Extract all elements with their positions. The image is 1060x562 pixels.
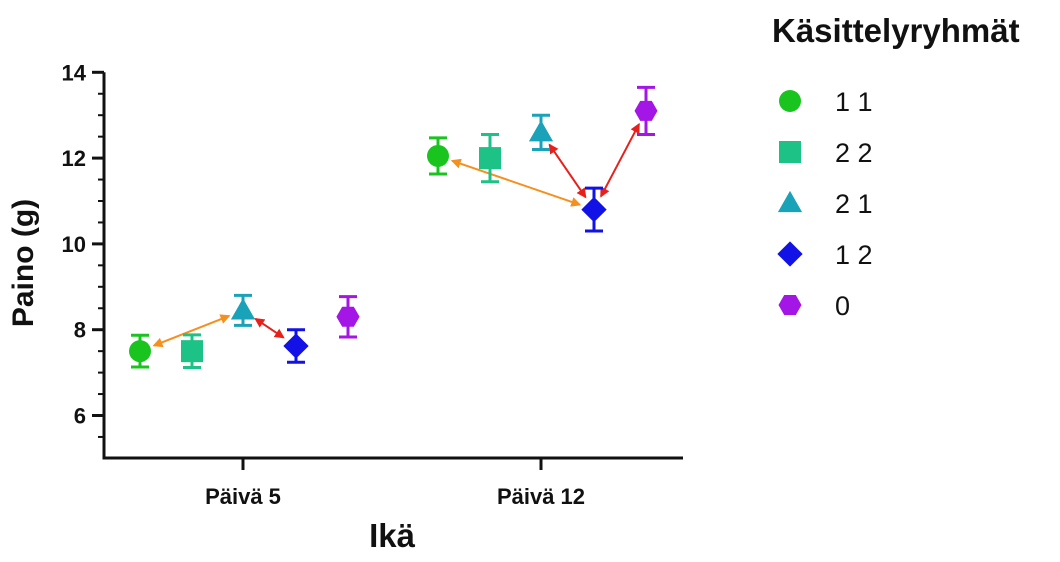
data-point-group — [479, 133, 501, 184]
hexagon-marker — [634, 100, 658, 121]
legend-label: 2 1 — [835, 189, 873, 219]
data-point-group — [336, 295, 360, 339]
data-point-group — [581, 186, 607, 233]
data-point-group — [528, 113, 554, 152]
comparison-arrow — [450, 158, 582, 207]
legend-item: 2 2 — [779, 138, 873, 168]
y-tick-label: 10 — [62, 232, 86, 257]
x-tick-label: Päivä 12 — [497, 484, 585, 509]
comparison-arrow — [600, 122, 640, 198]
legend-diamond-marker — [777, 241, 803, 267]
y-tick-label: 8 — [74, 318, 86, 343]
data-point-group — [181, 333, 203, 369]
circle-marker — [427, 144, 449, 167]
y-axis-title: Paino (g) — [7, 199, 40, 327]
triangle-marker — [230, 298, 256, 320]
data-point-group — [634, 85, 658, 137]
triangle-marker — [528, 120, 554, 142]
legend: Käsittelyryhmät 1 1 2 2 2 1 1 2 0 — [772, 12, 1020, 321]
data-point-group — [427, 136, 449, 176]
legend-item: 2 1 — [777, 189, 873, 219]
legend-item: 0 — [778, 291, 850, 321]
square-marker — [181, 340, 203, 363]
legend-title: Käsittelyryhmät — [772, 12, 1020, 49]
x-axis: Päivä 5 Päivä 12 — [102, 456, 683, 509]
comparison-arrow — [152, 314, 231, 348]
y-tick-label: 12 — [62, 146, 86, 171]
y-tick-label: 14 — [62, 60, 87, 85]
y-axis: 6 8 10 12 14 — [62, 60, 106, 458]
data-points — [129, 85, 658, 369]
legend-triangle-marker — [777, 190, 803, 213]
legend-item: 1 2 — [777, 240, 873, 270]
comparison-arrows — [152, 122, 640, 348]
x-tick-label: Päivä 5 — [205, 484, 281, 509]
legend-square-marker — [779, 141, 801, 163]
hexagon-marker — [336, 306, 360, 327]
legend-item: 1 1 — [779, 87, 873, 117]
x-axis-title: Ikä — [369, 517, 416, 554]
legend-label: 2 2 — [835, 138, 873, 168]
legend-label: 1 1 — [835, 87, 873, 117]
comparison-arrow — [254, 317, 285, 339]
legend-circle-marker — [779, 90, 801, 112]
square-marker — [479, 147, 501, 170]
legend-hexagon-marker — [778, 295, 802, 315]
comparison-arrow — [548, 143, 587, 199]
data-point-group — [129, 333, 151, 369]
diamond-marker — [581, 196, 607, 223]
circle-marker — [129, 340, 151, 363]
diamond-marker — [283, 333, 309, 359]
data-point-group — [230, 293, 256, 327]
legend-label: 0 — [835, 291, 850, 321]
legend-label: 1 2 — [835, 240, 873, 270]
y-tick-label: 6 — [74, 404, 86, 429]
data-point-group — [283, 328, 309, 364]
